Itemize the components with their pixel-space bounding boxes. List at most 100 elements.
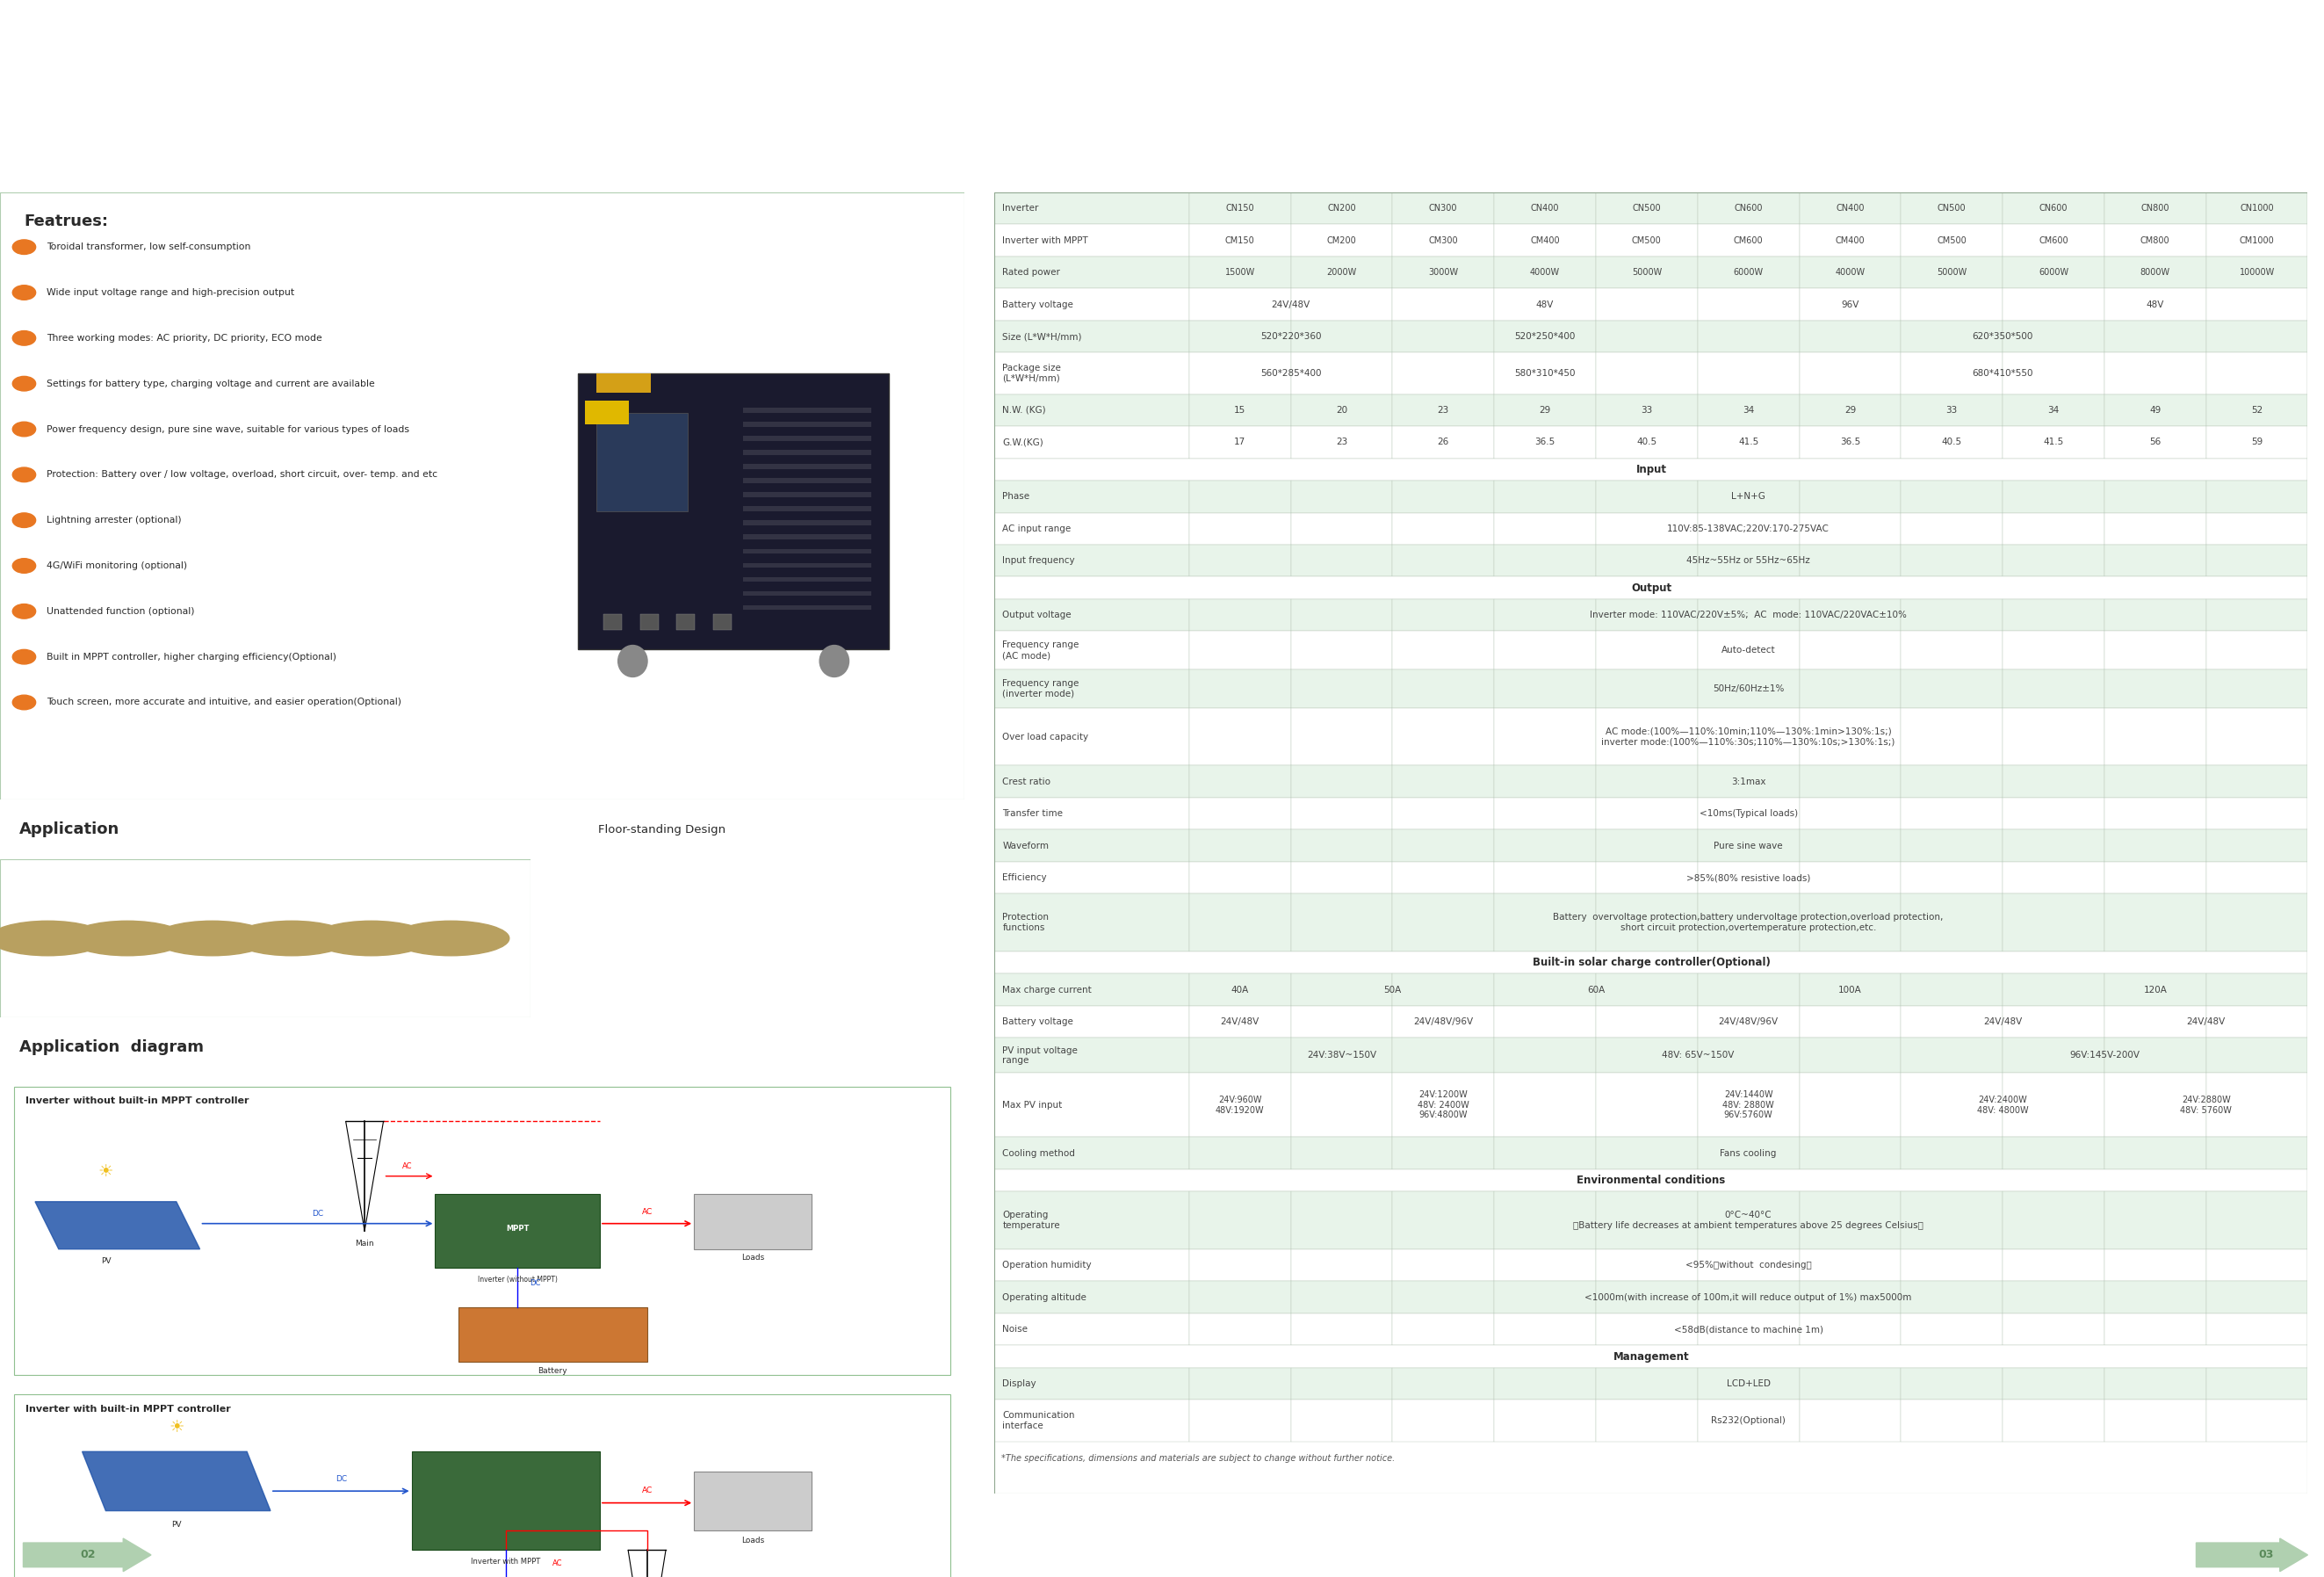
Bar bbox=[1392, 544, 1494, 577]
Bar bbox=[744, 535, 872, 539]
Bar bbox=[995, 289, 1190, 320]
Text: AC: AC bbox=[553, 1560, 562, 1568]
Bar bbox=[1290, 320, 1392, 353]
Bar bbox=[1290, 975, 1392, 1006]
Bar bbox=[1290, 224, 1392, 257]
Circle shape bbox=[12, 604, 35, 618]
Bar bbox=[1597, 1367, 1697, 1400]
Text: DC: DC bbox=[311, 1210, 323, 1217]
Text: Operating
temperature: Operating temperature bbox=[1002, 1211, 1060, 1230]
Bar bbox=[2205, 1192, 2308, 1249]
Bar bbox=[1494, 1314, 1597, 1345]
Text: N.W. (KG): N.W. (KG) bbox=[1002, 405, 1046, 415]
Bar bbox=[1697, 192, 1799, 224]
Bar bbox=[995, 1072, 1190, 1137]
Bar bbox=[995, 766, 1190, 798]
Bar bbox=[1697, 1072, 1799, 1137]
Text: Output: Output bbox=[1631, 582, 1671, 593]
Bar bbox=[1697, 766, 1799, 798]
Bar bbox=[2103, 798, 2205, 830]
Bar bbox=[1901, 1072, 2003, 1137]
Text: 110V:85-138VAC;220V:170-275VAC: 110V:85-138VAC;220V:170-275VAC bbox=[1666, 524, 1829, 533]
Bar bbox=[2103, 975, 2205, 1006]
Circle shape bbox=[70, 921, 186, 956]
Bar bbox=[1697, 599, 1799, 631]
Text: CM500: CM500 bbox=[1631, 237, 1662, 244]
Bar bbox=[2205, 289, 2308, 320]
Text: 2000W: 2000W bbox=[1327, 268, 1357, 278]
Circle shape bbox=[153, 921, 270, 956]
Bar bbox=[1392, 708, 1494, 766]
Bar bbox=[1392, 1314, 1494, 1345]
Circle shape bbox=[314, 921, 430, 956]
Text: Main: Main bbox=[356, 1240, 374, 1247]
Text: 8000W: 8000W bbox=[2140, 268, 2171, 278]
Text: Toroidal transformer, low self-consumption: Toroidal transformer, low self-consumpti… bbox=[46, 243, 251, 251]
Text: 02: 02 bbox=[81, 1549, 95, 1561]
Bar bbox=[1799, 224, 1901, 257]
Bar bbox=[1290, 289, 1392, 320]
Bar bbox=[1597, 1314, 1697, 1345]
Bar bbox=[1597, 192, 1697, 224]
Text: Operation humidity: Operation humidity bbox=[1002, 1262, 1092, 1269]
Bar bbox=[1901, 1006, 2003, 1038]
Text: Crest ratio: Crest ratio bbox=[1002, 777, 1050, 785]
Bar bbox=[995, 1367, 1190, 1400]
Text: Lightning arrester (optional): Lightning arrester (optional) bbox=[46, 516, 181, 525]
Text: CN150: CN150 bbox=[1225, 203, 1255, 213]
Bar bbox=[1494, 766, 1597, 798]
Text: CN800: CN800 bbox=[2140, 203, 2168, 213]
Bar bbox=[1190, 1192, 1290, 1249]
Bar bbox=[1190, 1249, 1290, 1281]
Polygon shape bbox=[81, 1451, 270, 1511]
Text: CM400: CM400 bbox=[1836, 237, 1864, 244]
Bar bbox=[1799, 631, 1901, 670]
Bar bbox=[1290, 544, 1392, 577]
Bar bbox=[1190, 1367, 1290, 1400]
Bar bbox=[2003, 289, 2103, 320]
Bar bbox=[1697, 631, 1799, 670]
Bar bbox=[995, 459, 2308, 481]
Bar bbox=[1494, 224, 1597, 257]
Bar bbox=[2003, 1072, 2103, 1137]
Text: <95%（without  condesing）: <95%（without condesing） bbox=[1685, 1262, 1810, 1269]
Bar bbox=[1597, 1006, 1697, 1038]
Bar bbox=[435, 1194, 600, 1268]
Bar bbox=[1190, 631, 1290, 670]
Bar bbox=[1290, 426, 1392, 459]
Bar bbox=[1190, 289, 1290, 320]
Bar bbox=[744, 506, 872, 511]
Bar bbox=[2205, 1400, 2308, 1441]
Bar bbox=[1290, 830, 1392, 861]
Text: Phase: Phase bbox=[1002, 492, 1030, 501]
Text: 620*350*500: 620*350*500 bbox=[1973, 333, 2034, 341]
Bar bbox=[1901, 1281, 2003, 1314]
Circle shape bbox=[12, 467, 35, 483]
Bar bbox=[1697, 861, 1799, 894]
Bar bbox=[2205, 1072, 2308, 1137]
Text: Power frequency design, pure sine wave, suitable for various types of loads: Power frequency design, pure sine wave, … bbox=[46, 424, 409, 434]
Bar bbox=[1697, 1249, 1799, 1281]
Bar bbox=[2003, 830, 2103, 861]
Bar bbox=[1392, 766, 1494, 798]
Bar bbox=[2103, 894, 2205, 951]
Bar bbox=[744, 449, 872, 454]
Bar bbox=[744, 492, 872, 497]
Bar bbox=[995, 1038, 1190, 1072]
Bar bbox=[1799, 426, 1901, 459]
Bar bbox=[1290, 257, 1392, 289]
Bar bbox=[2205, 798, 2308, 830]
Text: Battery: Battery bbox=[539, 1367, 567, 1375]
Bar bbox=[1901, 353, 2003, 394]
Bar bbox=[1697, 224, 1799, 257]
Text: 5000W: 5000W bbox=[1936, 268, 1966, 278]
Bar bbox=[1494, 798, 1597, 830]
Bar bbox=[1190, 975, 1290, 1006]
Circle shape bbox=[12, 240, 35, 254]
Bar bbox=[2103, 353, 2205, 394]
Bar bbox=[1190, 1137, 1290, 1169]
Bar bbox=[1799, 830, 1901, 861]
Bar bbox=[1190, 670, 1290, 708]
Bar bbox=[2103, 1006, 2205, 1038]
Text: 6000W: 6000W bbox=[2038, 268, 2068, 278]
